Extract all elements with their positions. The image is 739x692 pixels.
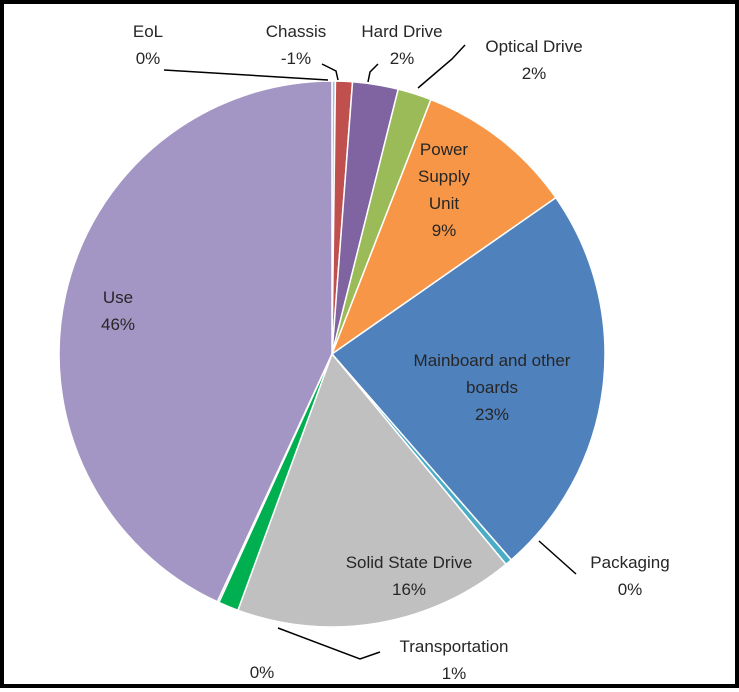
slice-name-label: Transportation — [400, 637, 509, 656]
slice-percent-label: 9% — [432, 221, 457, 240]
slice-label-mainboard-and-other-boards: Mainboard and other boards 23% — [414, 351, 571, 424]
slice-name-label: Use — [103, 288, 133, 307]
leader-lines — [163, 44, 577, 660]
slice-percent-label: 2% — [522, 64, 547, 83]
slice-name-label: Optical Drive — [485, 37, 582, 56]
slice-percent-label: 1% — [442, 664, 467, 683]
slice-label-optical-drive: Optical Drive 2% — [485, 37, 582, 83]
pie-chart: EoL 0%Chassis -1%Hard Drive 2%Optical Drive… — [58, 22, 670, 683]
slice-label-power-supply-unit: Power Supply Unit 9% — [418, 140, 470, 240]
slice-name-label: Mainboard and other — [414, 351, 571, 370]
slice-name-label: Unit — [429, 194, 460, 213]
slice-percent-label: -1% — [281, 49, 311, 68]
slice-name-label: Packaging — [590, 553, 669, 572]
leader-line-eol — [163, 69, 329, 81]
slice-percent-label: 46% — [101, 315, 135, 334]
slice-label-transportation: Transportation 1% — [400, 637, 509, 683]
pie-slices — [58, 80, 606, 628]
slice-name-label: boards — [466, 378, 518, 397]
slice-label-packaging: Packaging 0% — [590, 553, 669, 599]
pie-slice-solid-state-drive — [237, 353, 507, 628]
slice-name-label: EoL — [133, 22, 163, 41]
slice-label-chassis: Chassis -1% — [266, 22, 326, 68]
slice-percent-label: 0% — [250, 663, 275, 682]
leader-line-chassis — [321, 63, 339, 81]
slice-label-eol: EoL 0% — [133, 22, 163, 68]
slice-labels: EoL 0%Chassis -1%Hard Drive 2%Optical Drive… — [101, 22, 670, 683]
slice-label-hard-drive: Hard Drive 2% — [361, 22, 442, 68]
slice-name-label: Solid State Drive — [346, 553, 473, 572]
pie-slice-use — [58, 80, 333, 603]
slice-label-unlabeled: 0% — [250, 663, 275, 682]
leader-line-transportation — [277, 627, 381, 660]
slice-name-label: Chassis — [266, 22, 326, 41]
slice-percent-label: 0% — [136, 49, 161, 68]
slice-percent-label: 23% — [475, 405, 509, 424]
slice-label-solid-state-drive: Solid State Drive 16% — [346, 553, 473, 599]
slice-label-use: Use 46% — [101, 288, 135, 334]
leader-line-packaging — [538, 540, 577, 575]
slice-name-label: Supply — [418, 167, 470, 186]
pie-slice-power-supply-unit — [331, 98, 557, 355]
slice-percent-label: 16% — [392, 580, 426, 599]
slice-percent-label: 2% — [390, 49, 415, 68]
leader-line-hard-drive — [367, 63, 379, 83]
slice-name-label: Hard Drive — [361, 22, 442, 41]
pie-slice-mainboard-and-other-boards — [331, 196, 606, 561]
slice-percent-label: 0% — [618, 580, 643, 599]
slice-name-label: Power — [420, 140, 469, 159]
leader-line-optical-drive — [417, 44, 466, 89]
